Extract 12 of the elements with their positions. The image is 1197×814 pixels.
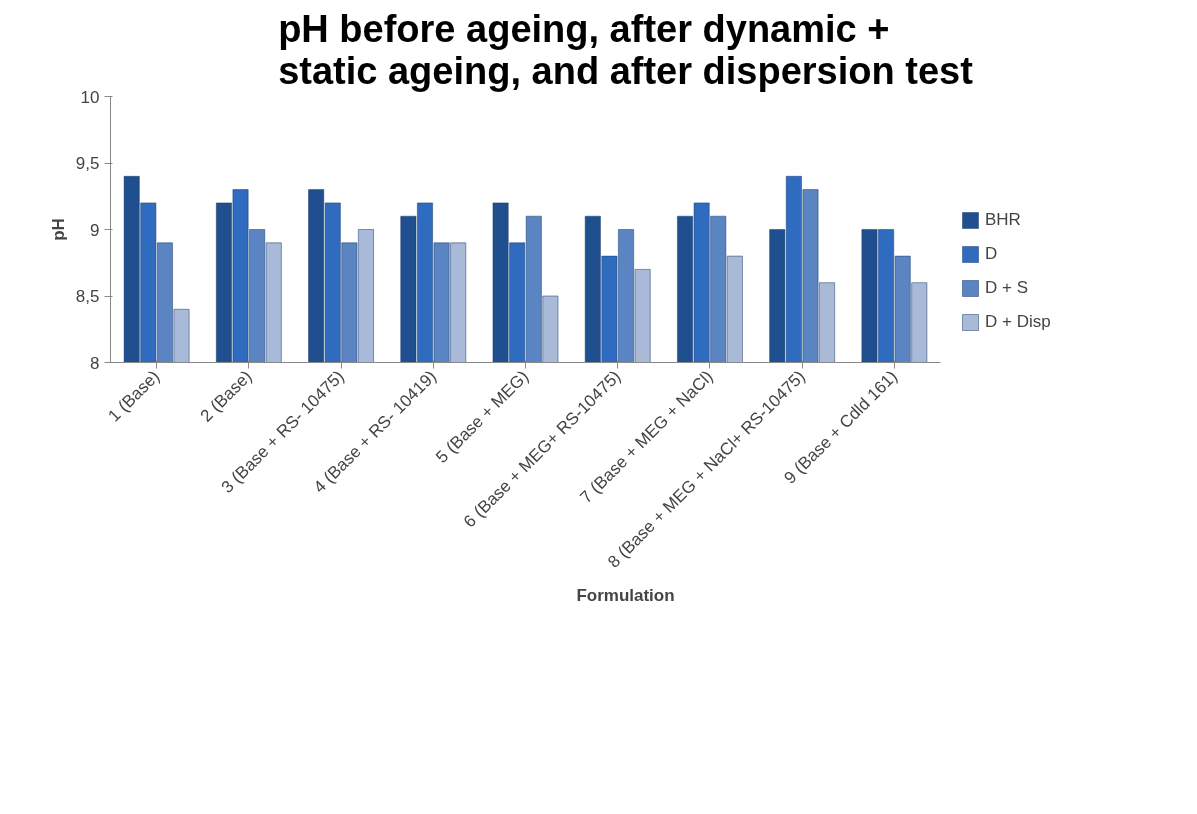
y-axis-title: pH	[48, 218, 68, 241]
legend-label: BHR	[985, 210, 1021, 230]
chart-title: pH before ageing, after dynamic + static ageing, and after dispersion test	[278, 7, 974, 92]
x-axis-title: Formulation	[576, 586, 675, 606]
y-tick-label: 9,5	[75, 154, 100, 173]
legend-label: D + Disp	[985, 312, 1051, 332]
y-tick-label: 10	[80, 87, 100, 107]
y-tick-label: 8	[90, 353, 100, 373]
legend-label: D	[985, 244, 999, 264]
legend-label: D + S	[985, 278, 1028, 298]
y-tick-label: 8,5	[75, 287, 100, 306]
y-tick-label: 9	[90, 220, 100, 240]
